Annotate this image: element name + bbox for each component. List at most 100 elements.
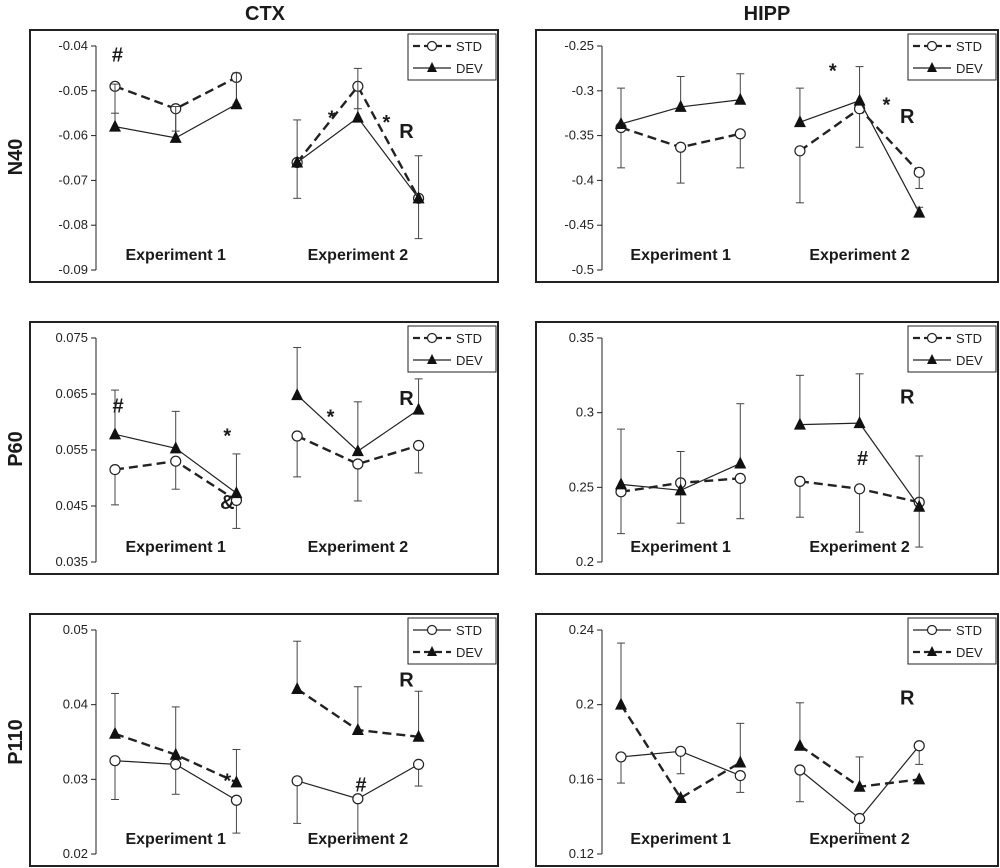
point xyxy=(913,499,926,512)
point xyxy=(794,764,806,776)
annotation: R xyxy=(900,688,915,710)
point xyxy=(170,455,182,467)
point xyxy=(734,769,746,782)
point xyxy=(615,477,627,490)
y-tick-label: -0.06 xyxy=(58,128,88,143)
legend-marker xyxy=(426,332,438,344)
legend-label-dev: DEV xyxy=(456,353,483,368)
y-tick-label: -0.05 xyxy=(58,83,88,98)
y-tick-label: 0.2 xyxy=(576,697,594,712)
point xyxy=(291,681,304,694)
point xyxy=(675,745,687,757)
panel-p110-ctx: 0.05 0.04 0.03 0.02 Experiment 1 Experiment 2… xyxy=(29,613,499,867)
annotation: R xyxy=(399,670,414,692)
point xyxy=(734,456,747,469)
legend-label-std: STD xyxy=(956,331,982,346)
legend-label-std: STD xyxy=(956,39,982,54)
y-tick-label: -0.04 xyxy=(58,38,88,53)
row-title-n40: N40 xyxy=(5,139,27,176)
annotation: * xyxy=(327,407,335,429)
panel-p60-hipp: 0.35 0.3 0.25 0.2 Experiment 1 Experiment 2 ST… xyxy=(535,321,999,575)
y-tick-label: 0.12 xyxy=(569,846,594,861)
point xyxy=(853,93,866,106)
series-dev xyxy=(615,373,926,512)
point xyxy=(674,99,687,112)
y-tick-label: 0.25 xyxy=(569,479,594,494)
y-tick-label: -0.45 xyxy=(564,217,594,232)
annotation: R xyxy=(900,387,915,409)
point xyxy=(170,758,182,771)
annotation: # xyxy=(355,774,366,796)
legend-label-dev: DEV xyxy=(456,645,483,660)
y-tick-label: -0.35 xyxy=(564,128,594,143)
y-tick-label: 0.03 xyxy=(63,771,88,786)
point xyxy=(853,812,866,825)
legend-box xyxy=(907,33,997,81)
point xyxy=(913,772,926,785)
point xyxy=(169,441,182,454)
legend-marker xyxy=(427,646,437,656)
point xyxy=(351,444,364,457)
y-tick-label: 0.2 xyxy=(576,554,594,569)
series-dev xyxy=(109,640,425,788)
legend-marker xyxy=(927,62,937,72)
point xyxy=(615,697,627,710)
row-title-p60: P60 xyxy=(5,431,27,467)
series-dev xyxy=(615,642,926,803)
panel-p60-ctx: 0.075 0.065 0.055 0.045 0.035 Experiment 1 Exp… xyxy=(29,321,499,575)
annotation: # xyxy=(112,45,123,67)
group-label-experiment-2: Experiment 2 xyxy=(308,247,409,264)
point xyxy=(734,472,746,484)
y-tick-label: 0.075 xyxy=(55,330,88,345)
annotation: R xyxy=(399,388,414,410)
row-title-p110: P110 xyxy=(5,719,27,765)
annotation: * xyxy=(829,60,837,82)
point xyxy=(230,775,243,788)
point xyxy=(109,464,121,476)
legend-label-dev: DEV xyxy=(956,61,983,76)
group-label-experiment-1: Experiment 1 xyxy=(125,539,226,556)
legend-label-std: STD xyxy=(456,623,482,638)
point xyxy=(291,388,304,401)
y-tick-label: 0.24 xyxy=(569,622,594,637)
group-label-experiment-2: Experiment 2 xyxy=(308,831,409,848)
point xyxy=(169,747,182,760)
y-tick-label: 0.3 xyxy=(576,405,594,420)
group-label-experiment-2: Experiment 2 xyxy=(308,539,409,556)
y-tick-label: 0.065 xyxy=(55,386,88,401)
point xyxy=(352,458,364,470)
legend: STD DEV xyxy=(407,325,497,373)
group-label-experiment-2: Experiment 2 xyxy=(809,831,910,848)
group-label-experiment-2: Experiment 2 xyxy=(809,247,910,264)
y-tick-label: -0.25 xyxy=(564,38,594,53)
legend-box xyxy=(407,33,497,81)
series-line xyxy=(296,84,420,199)
series-std xyxy=(615,103,925,204)
annotation: * xyxy=(883,94,891,116)
point xyxy=(793,738,806,751)
y-tick-label: -0.08 xyxy=(58,217,88,232)
point xyxy=(675,141,687,153)
group-label-experiment-1: Experiment 1 xyxy=(125,831,226,848)
point xyxy=(230,97,243,110)
legend-box xyxy=(407,617,497,665)
point xyxy=(734,92,747,105)
legend-box xyxy=(907,617,997,665)
y-tick-label: -0.3 xyxy=(572,83,594,98)
point xyxy=(351,110,364,123)
panel-p110-hipp: 0.24 0.2 0.16 0.12 Experiment 1 Experiment 2 S… xyxy=(535,613,999,867)
point xyxy=(412,758,425,771)
legend-marker xyxy=(927,646,937,656)
point xyxy=(169,130,182,143)
y-tick-label: -0.4 xyxy=(572,172,594,187)
y-tick-label: 0.055 xyxy=(55,442,88,457)
legend-marker xyxy=(926,40,938,52)
legend-marker xyxy=(427,354,437,364)
series-line xyxy=(619,704,741,800)
annotation: * xyxy=(223,771,231,793)
y-tick-label: 0.02 xyxy=(63,846,88,861)
point xyxy=(230,486,243,499)
point xyxy=(109,755,121,767)
legend: STD DEV xyxy=(907,33,997,81)
